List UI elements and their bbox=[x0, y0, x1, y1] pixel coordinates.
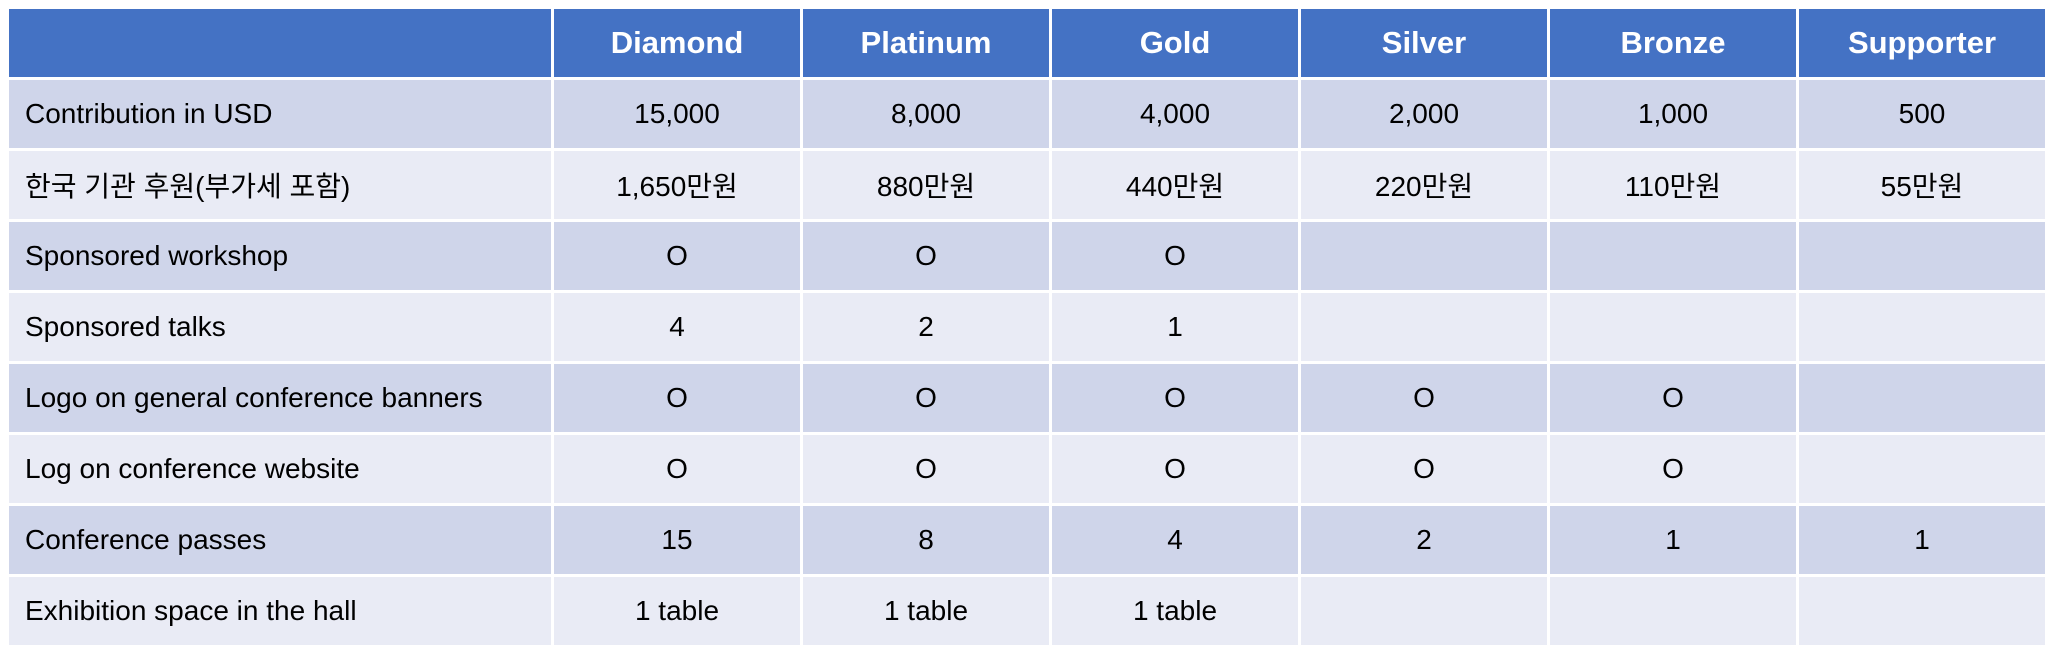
table-cell: 2 bbox=[1298, 503, 1550, 577]
row-label: Contribution in USD bbox=[6, 77, 554, 151]
table-cell: O bbox=[551, 432, 803, 506]
table-cell: O bbox=[800, 361, 1052, 435]
table-cell: O bbox=[1547, 432, 1799, 506]
table-cell: 1,650만원 bbox=[551, 148, 803, 222]
table-cell: O bbox=[1049, 219, 1301, 293]
table-cell: 8,000 bbox=[800, 77, 1052, 151]
table-row: Sponsored talks 4 2 1 bbox=[6, 290, 2048, 364]
table-cell: 4 bbox=[551, 290, 803, 364]
table-cell bbox=[1796, 574, 2048, 648]
table-cell: O bbox=[551, 361, 803, 435]
table-cell bbox=[1796, 361, 2048, 435]
table-cell: O bbox=[1049, 432, 1301, 506]
table-row: Exhibition space in the hall 1 table 1 t… bbox=[6, 574, 2048, 648]
table-cell: 1 table bbox=[1049, 574, 1301, 648]
table-cell: O bbox=[1298, 432, 1550, 506]
table-cell: 55만원 bbox=[1796, 148, 2048, 222]
table-cell: 4,000 bbox=[1049, 77, 1301, 151]
table-cell: 1 bbox=[1049, 290, 1301, 364]
table-cell bbox=[1298, 290, 1550, 364]
table-header: Diamond Platinum Gold Silver Bronze Supp… bbox=[6, 6, 2048, 80]
table-cell: 880만원 bbox=[800, 148, 1052, 222]
table-cell: 1 table bbox=[551, 574, 803, 648]
tier-header-gold: Gold bbox=[1049, 6, 1301, 80]
tier-header-platinum: Platinum bbox=[800, 6, 1052, 80]
table-cell: 1 table bbox=[800, 574, 1052, 648]
header-row: Diamond Platinum Gold Silver Bronze Supp… bbox=[6, 6, 2048, 80]
table-row: Sponsored workshop O O O bbox=[6, 219, 2048, 293]
row-label: Exhibition space in the hall bbox=[6, 574, 554, 648]
tier-header-silver: Silver bbox=[1298, 6, 1550, 80]
table-cell: O bbox=[551, 219, 803, 293]
table-cell: 1,000 bbox=[1547, 77, 1799, 151]
row-label: Sponsored talks bbox=[6, 290, 554, 364]
row-label: Logo on general conference banners bbox=[6, 361, 554, 435]
table-cell bbox=[1298, 219, 1550, 293]
table-cell: 1 bbox=[1547, 503, 1799, 577]
table-cell: 8 bbox=[800, 503, 1052, 577]
table-cell: 2 bbox=[800, 290, 1052, 364]
row-label: Conference passes bbox=[6, 503, 554, 577]
row-label: Log on conference website bbox=[6, 432, 554, 506]
table-cell: O bbox=[800, 219, 1052, 293]
table-cell: 2,000 bbox=[1298, 77, 1550, 151]
row-label: 한국 기관 후원(부가세 포함) bbox=[6, 148, 554, 222]
table-cell: O bbox=[1547, 361, 1799, 435]
table-cell: 440만원 bbox=[1049, 148, 1301, 222]
tier-header-bronze: Bronze bbox=[1547, 6, 1799, 80]
table-cell: 110만원 bbox=[1547, 148, 1799, 222]
sponsorship-tier-table: Diamond Platinum Gold Silver Bronze Supp… bbox=[6, 6, 2048, 648]
table-body: Contribution in USD 15,000 8,000 4,000 2… bbox=[6, 77, 2048, 648]
table-cell: 1 bbox=[1796, 503, 2048, 577]
table-row: Logo on general conference banners O O O… bbox=[6, 361, 2048, 435]
table-cell bbox=[1547, 290, 1799, 364]
table-cell bbox=[1298, 574, 1550, 648]
table-row: Log on conference website O O O O O bbox=[6, 432, 2048, 506]
table-cell: O bbox=[1298, 361, 1550, 435]
tier-header-supporter: Supporter bbox=[1796, 6, 2048, 80]
table-cell bbox=[1547, 219, 1799, 293]
table-cell bbox=[1796, 290, 2048, 364]
table-cell: 15,000 bbox=[551, 77, 803, 151]
table-cell: 220만원 bbox=[1298, 148, 1550, 222]
table-cell bbox=[1796, 432, 2048, 506]
table-row: 한국 기관 후원(부가세 포함) 1,650만원 880만원 440만원 220… bbox=[6, 148, 2048, 222]
table-cell: 500 bbox=[1796, 77, 2048, 151]
row-label: Sponsored workshop bbox=[6, 219, 554, 293]
table-row: Conference passes 15 8 4 2 1 1 bbox=[6, 503, 2048, 577]
table-cell: 4 bbox=[1049, 503, 1301, 577]
table-row: Contribution in USD 15,000 8,000 4,000 2… bbox=[6, 77, 2048, 151]
tier-header-diamond: Diamond bbox=[551, 6, 803, 80]
header-corner-cell bbox=[6, 6, 554, 80]
table-cell: 15 bbox=[551, 503, 803, 577]
table-cell bbox=[1547, 574, 1799, 648]
table-cell: O bbox=[800, 432, 1052, 506]
table-cell: O bbox=[1049, 361, 1301, 435]
table-cell bbox=[1796, 219, 2048, 293]
